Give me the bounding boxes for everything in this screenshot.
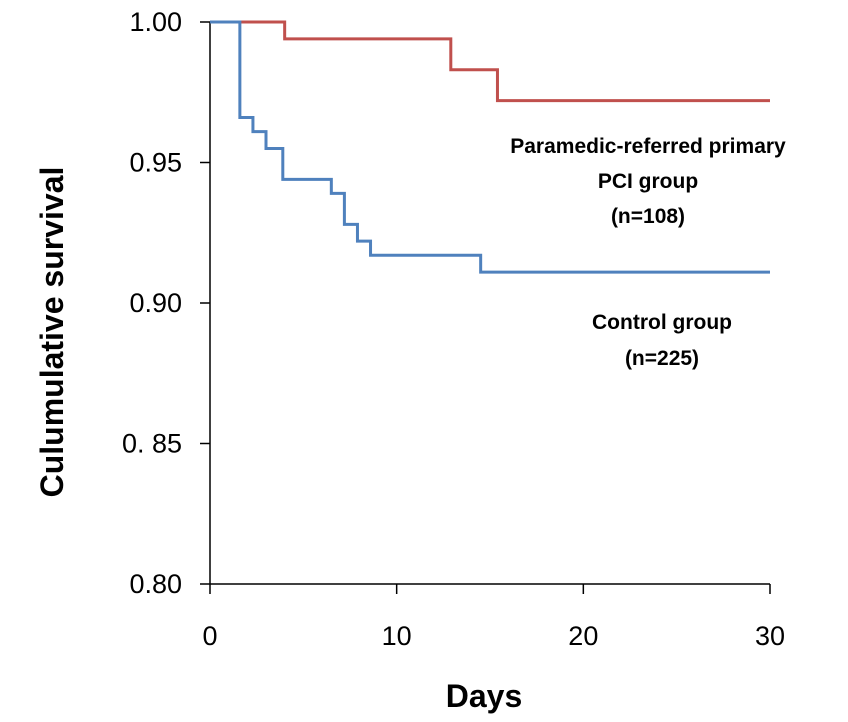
y-tick-label: 1.00 (129, 7, 182, 37)
x-tick-label: 0 (202, 621, 217, 651)
annotation-line: PCI group (598, 170, 698, 193)
x-tick-label: 30 (755, 621, 785, 651)
y-tick-label: 0. 85 (122, 429, 182, 459)
y-tick-label: 0.80 (129, 569, 182, 599)
series-line-0 (210, 20, 770, 103)
y-tick-label: 0.95 (129, 148, 182, 178)
x-tick-label: 10 (382, 621, 412, 651)
x-tick-label: 20 (568, 621, 598, 651)
x-axis-title: Days (446, 678, 523, 714)
y-axis-title: Culumulative survival (34, 167, 70, 498)
series-line-1 (210, 20, 770, 274)
annotation-line: (n=108) (611, 205, 685, 228)
annotation-line: Paramedic-referred primary (510, 135, 786, 158)
annotation-line: (n=225) (625, 347, 699, 370)
y-tick-label: 0.90 (129, 288, 182, 318)
plot-area: 0.80 0. 85 0.90 0.95 1.00 0 10 20 30 Paramedic-re… (122, 7, 786, 651)
annotation-line: Control group (592, 311, 732, 334)
